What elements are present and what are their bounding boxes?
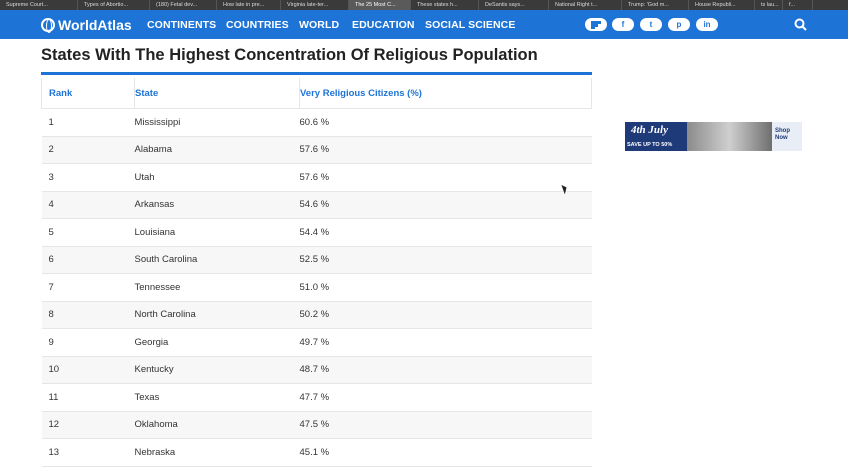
table-row: 1 Mississippi 60.6 %: [41, 108, 592, 137]
page-title: States With The Highest Concentration Of…: [41, 46, 538, 64]
cell-rank: 13: [41, 438, 135, 467]
cell-percent: 54.6 %: [299, 191, 592, 219]
nav-social-science[interactable]: SOCIAL SCIENCE: [425, 19, 516, 31]
ad-product-image: [687, 122, 772, 151]
browser-tab-bar: Supreme Court... Types of Abortio... (180)…: [0, 0, 848, 10]
twitter-icon[interactable]: t: [640, 18, 662, 31]
advertisement-banner[interactable]: 4th July SAVE UP TO 50% Shop Now: [625, 122, 802, 151]
browser-tab[interactable]: DeSantis says...: [479, 0, 549, 10]
header-percent[interactable]: Very Religious Citizens (%): [299, 78, 592, 109]
table-row: 5 Louisiana 54.4 %: [41, 218, 592, 247]
title-underline: [41, 72, 592, 75]
cell-rank: 8: [41, 301, 135, 329]
cell-state: Texas: [134, 383, 300, 412]
cell-state: Mississippi: [134, 108, 300, 137]
browser-tab[interactable]: Trump: 'God m...: [622, 0, 689, 10]
browser-tab[interactable]: House Republi...: [689, 0, 755, 10]
browser-tab[interactable]: National Right t...: [549, 0, 622, 10]
browser-tab[interactable]: Virginia late-ter...: [281, 0, 349, 10]
facebook-icon[interactable]: f: [612, 18, 634, 31]
ad-headline: 4th July: [631, 124, 668, 136]
ad-subline: SAVE UP TO 50%: [627, 142, 673, 148]
cell-state: South Carolina: [134, 246, 300, 274]
cell-state: Kentucky: [134, 356, 300, 384]
globe-icon: [41, 17, 55, 33]
browser-tab[interactable]: (180) Fetal dev...: [150, 0, 217, 10]
cell-rank: 10: [41, 356, 135, 384]
cell-rank: 4: [41, 191, 135, 219]
cell-percent: 47.7 %: [299, 383, 592, 412]
cell-rank: 3: [41, 163, 135, 192]
cell-percent: 52.5 %: [299, 246, 592, 274]
cell-rank: 2: [41, 136, 135, 164]
cell-percent: 57.6 %: [299, 136, 592, 164]
cell-percent: 60.6 %: [299, 108, 592, 137]
cell-state: Tennessee: [134, 273, 300, 302]
cell-rank: 7: [41, 273, 135, 302]
table-row: 7 Tennessee 51.0 %: [41, 273, 592, 302]
cell-percent: 45.1 %: [299, 438, 592, 467]
table-row: 8 North Carolina 50.2 %: [41, 301, 592, 329]
cell-state: Arkansas: [134, 191, 300, 219]
site-navbar: WorldAtlas CONTINENTS COUNTRIES WORLD ED…: [0, 10, 848, 39]
cell-state: Oklahoma: [134, 411, 300, 439]
browser-tab[interactable]: Types of Abortio...: [78, 0, 150, 10]
browser-tab[interactable]: ts lau...: [755, 0, 783, 10]
religious-population-table: Rank State Very Religious Citizens (%) 1…: [41, 78, 592, 467]
cell-state: North Carolina: [134, 301, 300, 329]
linkedin-icon[interactable]: in: [696, 18, 718, 31]
table-row: 3 Utah 57.6 %: [41, 163, 592, 192]
table-row: 9 Georgia 49.7 %: [41, 328, 592, 357]
nav-countries[interactable]: COUNTRIES: [226, 19, 289, 31]
header-rank[interactable]: Rank: [41, 78, 135, 109]
cell-percent: 57.6 %: [299, 163, 592, 192]
cell-percent: 51.0 %: [299, 273, 592, 302]
header-state[interactable]: State: [134, 78, 300, 109]
table-row: 11 Texas 47.7 %: [41, 383, 592, 412]
cell-state: Nebraska: [134, 438, 300, 467]
table-header-row: Rank State Very Religious Citizens (%): [41, 78, 592, 109]
search-icon[interactable]: [794, 18, 807, 31]
ad-cta[interactable]: Shop Now: [775, 128, 790, 141]
ad-right-panel: [772, 122, 802, 151]
browser-tab[interactable]: Supreme Court...: [0, 0, 78, 10]
browser-tab[interactable]: How late in pre...: [217, 0, 281, 10]
cell-percent: 50.2 %: [299, 301, 592, 329]
table-row: 6 South Carolina 52.5 %: [41, 246, 592, 274]
browser-tab[interactable]: These states h...: [411, 0, 479, 10]
browser-tab[interactable]: The 25 Most C...: [349, 0, 411, 10]
cell-state: Georgia: [134, 328, 300, 357]
cell-rank: 6: [41, 246, 135, 274]
cell-percent: 54.4 %: [299, 218, 592, 247]
cell-percent: 48.7 %: [299, 356, 592, 384]
table-row: 2 Alabama 57.6 %: [41, 136, 592, 164]
logo-text: WorldAtlas: [58, 16, 132, 33]
flipboard-icon[interactable]: [585, 18, 607, 31]
worldatlas-logo[interactable]: WorldAtlas: [41, 16, 132, 33]
cell-rank: 5: [41, 218, 135, 247]
table-row: 13 Nebraska 45.1 %: [41, 438, 592, 467]
ad-left-panel: [625, 122, 687, 151]
cell-rank: 12: [41, 411, 135, 439]
cell-state: Utah: [134, 163, 300, 192]
cell-rank: 1: [41, 108, 135, 137]
browser-tab[interactable]: f...: [783, 0, 813, 10]
cell-percent: 47.5 %: [299, 411, 592, 439]
table-row: 12 Oklahoma 47.5 %: [41, 411, 592, 439]
cell-percent: 49.7 %: [299, 328, 592, 357]
pinterest-icon[interactable]: p: [668, 18, 690, 31]
nav-education[interactable]: EDUCATION: [352, 19, 415, 31]
nav-continents[interactable]: CONTINENTS: [147, 19, 217, 31]
cell-rank: 9: [41, 328, 135, 357]
table-row: 4 Arkansas 54.6 %: [41, 191, 592, 219]
cell-state: Louisiana: [134, 218, 300, 247]
cell-state: Alabama: [134, 136, 300, 164]
cell-rank: 11: [41, 383, 135, 412]
table-row: 10 Kentucky 48.7 %: [41, 356, 592, 384]
nav-world[interactable]: WORLD: [299, 19, 340, 31]
